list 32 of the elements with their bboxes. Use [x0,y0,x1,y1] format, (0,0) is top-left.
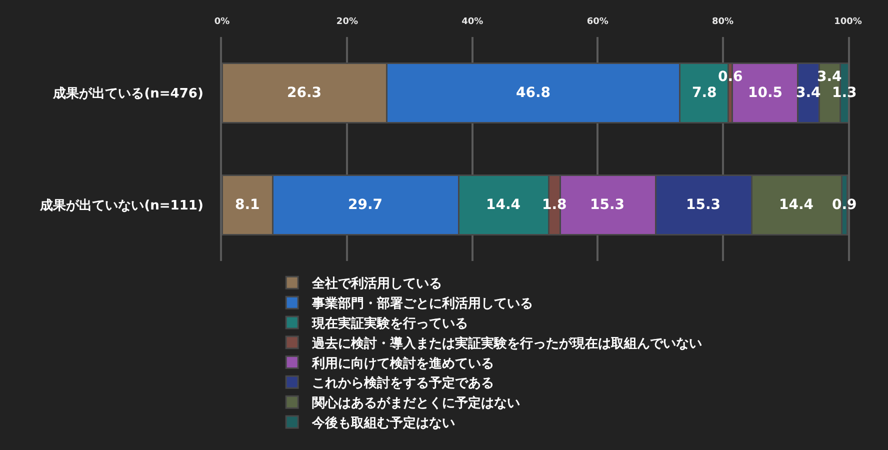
x-tick-label: 20% [336,17,358,28]
legend-label: 関心はあるがまだとくに予定はない [312,395,520,412]
data-label: 0.6 [718,69,743,85]
x-tick-label: 60% [586,17,608,28]
legend-label: 今後も取組む予定はない [311,415,456,432]
data-label: 29.7 [348,197,383,213]
data-label: 14.4 [779,197,814,213]
data-label: 10.5 [748,85,783,101]
legend-label: 過去に検討・導入または実証実験を行ったが現在は取組んでいない [311,335,702,352]
legend-label: 事業部門・部署ごとに利活用している [311,296,534,312]
data-label: 15.3 [686,197,721,213]
x-tick-label: 100% [834,17,862,28]
legend-label: 全社で利活用している [311,276,442,292]
legend-label: 利用に向けて検討を進めている [311,355,494,372]
data-label: 3.4 [796,85,822,101]
y-tick-label: 成果が出ていない(n=111) [39,198,204,214]
data-label: 8.1 [235,197,260,213]
data-label: 1.3 [832,85,857,101]
x-tick-label: 80% [712,17,734,28]
data-label: 26.3 [287,85,322,101]
data-label: 46.8 [516,85,551,101]
y-tick-label: 成果が出ている(n=476) [52,86,204,102]
data-label: 1.8 [542,197,567,213]
data-label: 7.8 [692,85,717,101]
x-tick-label: 40% [462,17,484,28]
x-tick-label: 0% [214,17,230,28]
data-label: 3.4 [817,69,842,85]
data-label: 0.9 [832,197,857,213]
data-label: 15.3 [590,197,625,213]
data-label: 14.4 [486,197,521,213]
legend-label: これから検討をする予定である [312,375,494,392]
legend-label: 現在実証実験を行っている [311,316,468,332]
